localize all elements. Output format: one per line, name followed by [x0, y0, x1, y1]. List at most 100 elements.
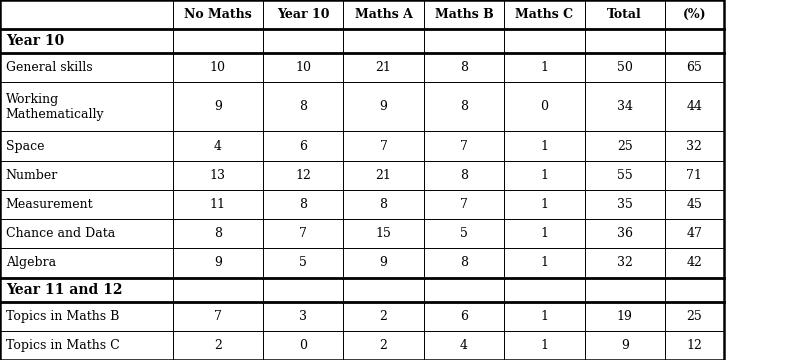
Bar: [584, 29, 664, 53]
Bar: [343, 161, 423, 190]
Bar: [173, 82, 263, 131]
Text: Algebra: Algebra: [6, 256, 55, 270]
Bar: [503, 82, 584, 131]
Bar: [0, 278, 173, 302]
Bar: [503, 131, 584, 161]
Bar: [503, 248, 584, 278]
Bar: [584, 131, 664, 161]
Text: 1: 1: [540, 61, 548, 74]
Bar: [423, 82, 503, 131]
Text: 6: 6: [299, 140, 307, 153]
Bar: [263, 331, 343, 360]
Bar: [0, 161, 173, 190]
Bar: [173, 219, 263, 248]
Bar: [503, 190, 584, 219]
Bar: [503, 278, 584, 302]
Text: 34: 34: [616, 100, 632, 113]
Bar: [584, 302, 664, 331]
Bar: [584, 0, 664, 29]
Text: Working
Mathematically: Working Mathematically: [6, 93, 104, 121]
Bar: [343, 53, 423, 82]
Text: (%): (%): [682, 8, 705, 21]
Text: 65: 65: [686, 61, 701, 74]
Bar: [263, 53, 343, 82]
Bar: [584, 53, 664, 82]
Bar: [263, 0, 343, 29]
Text: 10: 10: [295, 61, 311, 74]
Bar: [343, 219, 423, 248]
Text: 9: 9: [620, 339, 628, 352]
Text: 0: 0: [540, 100, 548, 113]
Bar: [263, 161, 343, 190]
Bar: [503, 161, 584, 190]
Bar: [263, 131, 343, 161]
Bar: [664, 219, 723, 248]
Text: 35: 35: [616, 198, 632, 211]
Text: 7: 7: [459, 140, 467, 153]
Bar: [343, 331, 423, 360]
Text: 8: 8: [299, 198, 307, 211]
Text: No Maths: No Maths: [184, 8, 251, 21]
Bar: [503, 29, 584, 53]
Bar: [343, 190, 423, 219]
Text: 12: 12: [686, 339, 701, 352]
Text: 71: 71: [686, 169, 701, 182]
Text: Maths C: Maths C: [515, 8, 573, 21]
Bar: [503, 302, 584, 331]
Bar: [664, 82, 723, 131]
Text: 10: 10: [210, 61, 226, 74]
Text: 9: 9: [214, 100, 222, 113]
Text: 21: 21: [375, 61, 391, 74]
Text: 2: 2: [379, 339, 387, 352]
Text: 1: 1: [540, 256, 548, 270]
Text: 1: 1: [540, 227, 548, 240]
Bar: [343, 29, 423, 53]
Bar: [664, 29, 723, 53]
Text: 55: 55: [616, 169, 632, 182]
Bar: [343, 278, 423, 302]
Text: Topics in Maths B: Topics in Maths B: [6, 310, 119, 323]
Text: 7: 7: [379, 140, 387, 153]
Text: 7: 7: [459, 198, 467, 211]
Bar: [664, 278, 723, 302]
Text: 8: 8: [379, 198, 387, 211]
Bar: [664, 248, 723, 278]
Bar: [423, 302, 503, 331]
Bar: [423, 0, 503, 29]
Bar: [343, 131, 423, 161]
Bar: [584, 161, 664, 190]
Bar: [0, 29, 173, 53]
Bar: [503, 331, 584, 360]
Bar: [503, 0, 584, 29]
Text: Measurement: Measurement: [6, 198, 93, 211]
Bar: [664, 0, 723, 29]
Bar: [584, 248, 664, 278]
Text: Year 10: Year 10: [6, 34, 63, 48]
Text: 12: 12: [295, 169, 311, 182]
Bar: [664, 302, 723, 331]
Bar: [584, 331, 664, 360]
Bar: [423, 161, 503, 190]
Text: 4: 4: [214, 140, 222, 153]
Text: 42: 42: [686, 256, 701, 270]
Bar: [0, 53, 173, 82]
Bar: [664, 53, 723, 82]
Text: 32: 32: [686, 140, 701, 153]
Text: 1: 1: [540, 140, 548, 153]
Text: 8: 8: [214, 227, 222, 240]
Bar: [664, 161, 723, 190]
Text: 8: 8: [459, 169, 467, 182]
Text: Chance and Data: Chance and Data: [6, 227, 115, 240]
Bar: [423, 219, 503, 248]
Bar: [423, 331, 503, 360]
Bar: [423, 131, 503, 161]
Text: 8: 8: [299, 100, 307, 113]
Text: 47: 47: [686, 227, 701, 240]
Bar: [664, 190, 723, 219]
Text: 8: 8: [459, 61, 467, 74]
Text: 11: 11: [210, 198, 226, 211]
Text: 8: 8: [459, 256, 467, 270]
Bar: [343, 302, 423, 331]
Bar: [584, 190, 664, 219]
Text: 44: 44: [686, 100, 701, 113]
